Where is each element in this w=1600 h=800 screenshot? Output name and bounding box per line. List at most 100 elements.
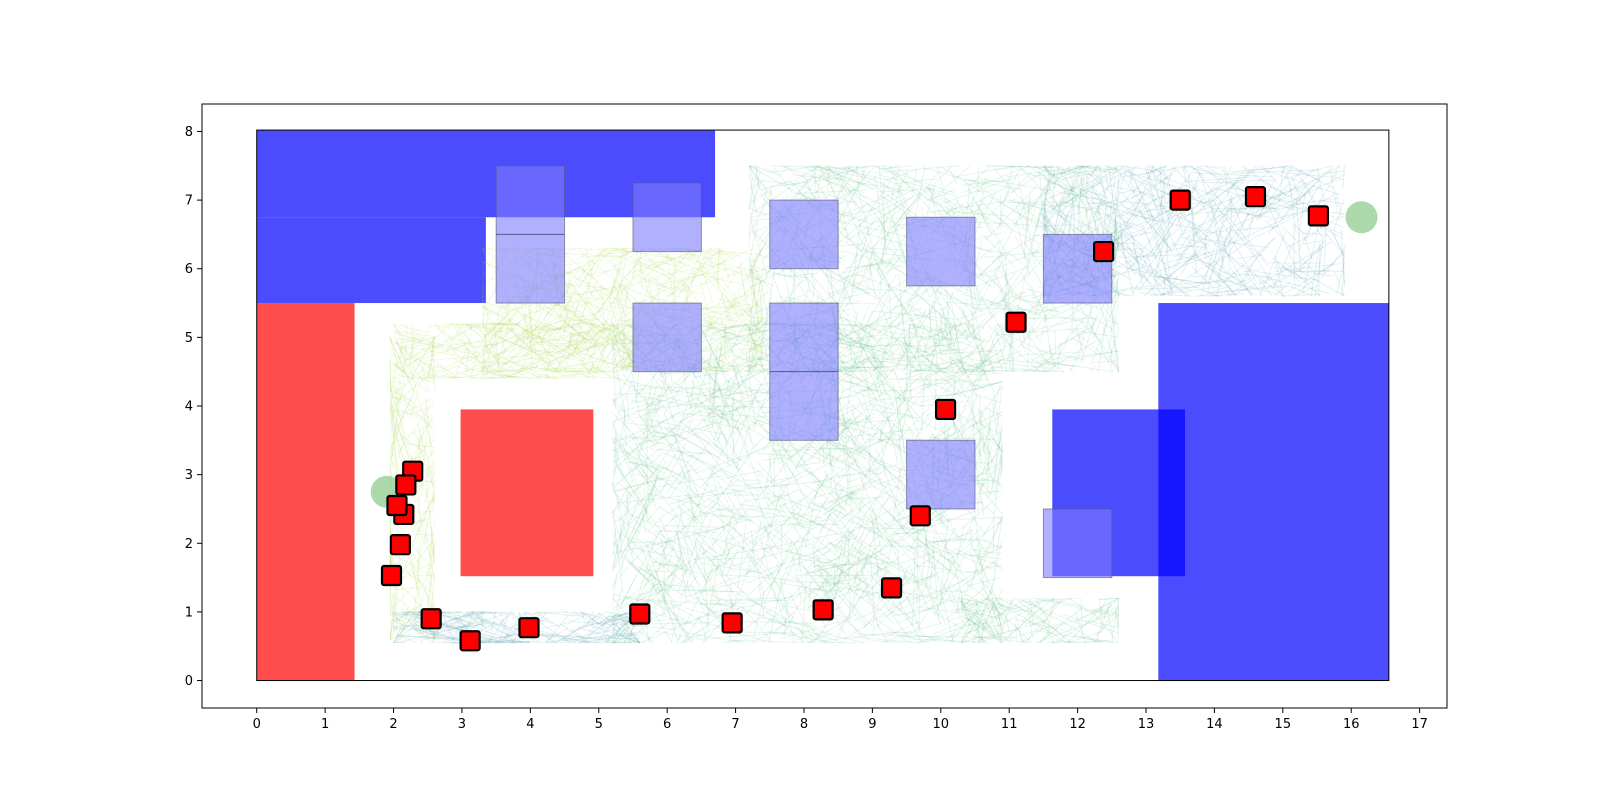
trajectory-segment — [783, 612, 796, 636]
trajectory-segment — [959, 293, 1040, 314]
trajectory-segment — [646, 247, 693, 310]
trajectory-segment — [720, 524, 782, 589]
trajectory-segment — [410, 550, 423, 569]
trajectory-segment — [1237, 254, 1263, 260]
trajectory-segment — [389, 337, 397, 360]
trajectory-segment — [867, 247, 903, 252]
trajectory-segment — [845, 195, 914, 242]
trajectory-segment — [635, 573, 677, 638]
trajectory-segment — [724, 253, 753, 281]
trajectory-segment — [873, 507, 883, 558]
trajectory-segment — [997, 607, 1003, 637]
trajectory-segment — [916, 576, 951, 630]
trajectory-segment — [731, 484, 763, 489]
trajectory-segment — [1039, 629, 1052, 644]
trajectory-segment — [961, 635, 980, 644]
trajectory-segment — [1060, 165, 1080, 207]
trajectory-segment — [628, 387, 657, 392]
trajectory-segment — [422, 337, 436, 358]
trajectory-segment — [548, 365, 581, 380]
trajectory-segment — [612, 540, 669, 555]
trajectory-segment — [685, 247, 710, 294]
trajectory-segment — [1226, 211, 1298, 247]
trajectory-segment — [709, 259, 739, 342]
trajectory-segment — [935, 536, 941, 555]
trajectory-segment — [900, 574, 932, 587]
trajectory-segment — [1069, 165, 1112, 201]
trajectory-segment — [916, 542, 959, 580]
trajectory-segment — [751, 338, 764, 366]
trajectory-segment — [677, 567, 714, 641]
trajectory-segment — [727, 356, 769, 368]
trajectory-segment — [821, 445, 867, 506]
trajectory-segment — [573, 334, 585, 362]
trajectory-segment — [750, 256, 756, 294]
trajectory-segment — [903, 373, 911, 403]
trajectory-segment — [640, 560, 671, 584]
trajectory-segment — [627, 560, 687, 598]
trajectory-segment — [393, 355, 421, 379]
trajectory-segment — [533, 338, 564, 343]
trajectory-segment — [760, 262, 777, 345]
trajectory-segment — [537, 343, 574, 348]
trajectory-segment — [617, 530, 661, 612]
trajectory-segment — [824, 512, 871, 565]
trajectory-segment — [444, 376, 494, 380]
trajectory-segment — [577, 284, 635, 308]
trajectory-segment — [972, 602, 989, 643]
trajectory-segment — [563, 611, 580, 617]
trajectory-segment — [1049, 165, 1084, 178]
trajectory-segment — [978, 419, 1003, 452]
trajectory-segment — [825, 453, 888, 489]
trajectory-segment — [1224, 279, 1286, 297]
trajectory-segment — [420, 414, 429, 499]
trajectory-segment — [612, 393, 644, 395]
trajectory-segment — [878, 165, 887, 243]
trajectory-segment — [1163, 229, 1173, 297]
trajectory-segment — [563, 613, 601, 640]
trajectory-segment — [1137, 220, 1193, 292]
trajectory-segment — [1068, 166, 1085, 230]
trajectory-segment — [1128, 165, 1136, 198]
trajectory-segment — [1008, 199, 1046, 211]
trajectory-segment — [616, 612, 641, 644]
trajectory-segment — [710, 408, 729, 446]
trajectory-segment — [749, 316, 763, 320]
trajectory-segment — [750, 282, 761, 342]
trajectory-segment — [1291, 176, 1302, 203]
trajectory-segment — [534, 323, 552, 366]
trajectory-segment — [791, 511, 838, 533]
trajectory-segment — [416, 422, 436, 484]
trajectory-segment — [389, 604, 422, 623]
trajectory-segment — [665, 427, 740, 471]
trajectory-segment — [603, 611, 632, 625]
trajectory-segment — [867, 203, 908, 237]
trajectory-segment — [982, 383, 1001, 453]
trajectory-segment — [1129, 222, 1163, 269]
trajectory-segment — [1223, 272, 1271, 278]
trajectory-segment — [1224, 288, 1231, 297]
trajectory-segment — [655, 569, 679, 641]
trajectory-segment — [906, 384, 931, 403]
trajectory-segment — [773, 438, 844, 471]
trajectory-segment — [722, 519, 788, 543]
trajectory-segment — [1283, 165, 1332, 180]
trajectory-segment — [696, 323, 760, 343]
trajectory-segment — [1090, 608, 1119, 614]
trajectory-segment — [686, 450, 711, 458]
trajectory-segment — [592, 611, 595, 629]
trajectory-segment — [400, 409, 418, 419]
trajectory-segment — [878, 182, 902, 272]
trajectory-segment — [494, 323, 500, 373]
trajectory-segment — [699, 376, 736, 435]
trajectory-segment — [640, 399, 662, 450]
trajectory-segment — [1100, 200, 1132, 227]
trajectory-segment — [1079, 188, 1112, 209]
trajectory-segment — [1018, 308, 1054, 348]
trajectory-segment — [960, 597, 985, 642]
trajectory-segment — [721, 469, 764, 480]
trajectory-segment — [627, 422, 680, 430]
trajectory-segment — [750, 529, 756, 572]
trajectory-segment — [391, 424, 431, 444]
trajectory-segment — [633, 262, 669, 273]
